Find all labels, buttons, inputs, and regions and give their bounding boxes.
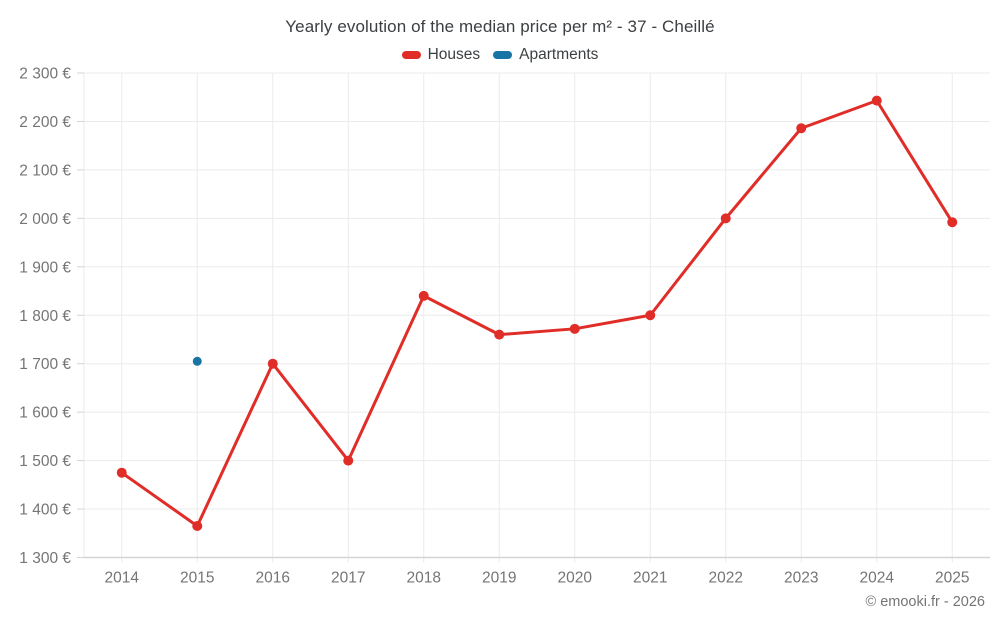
data-point-houses[interactable] bbox=[871, 95, 882, 106]
legend-item-houses[interactable]: Houses bbox=[401, 46, 481, 64]
legend-label-houses: Houses bbox=[427, 46, 481, 63]
data-point-houses[interactable] bbox=[494, 329, 505, 340]
x-tick-label: 2017 bbox=[331, 570, 365, 587]
legend-item-apartments[interactable]: Apartments bbox=[493, 46, 598, 64]
y-tick-label: 1 500 € bbox=[19, 453, 71, 470]
y-tick-label: 1 700 € bbox=[19, 356, 71, 373]
y-tick-label: 2 000 € bbox=[19, 211, 71, 228]
data-point-houses[interactable] bbox=[796, 123, 807, 134]
x-tick-label: 2016 bbox=[256, 570, 290, 587]
chart-title: Yearly evolution of the median price per… bbox=[285, 17, 715, 36]
y-tick-label: 2 300 € bbox=[19, 66, 71, 83]
x-tick-label: 2022 bbox=[709, 570, 743, 587]
data-point-houses[interactable] bbox=[192, 521, 203, 532]
x-tick-label: 2015 bbox=[180, 570, 214, 587]
data-point-houses[interactable] bbox=[645, 310, 656, 321]
y-tick-label: 1 300 € bbox=[19, 550, 71, 567]
apartments-series-swatch-icon bbox=[493, 51, 513, 59]
x-tick-label: 2023 bbox=[784, 570, 818, 587]
legend-label-apartments: Apartments bbox=[519, 46, 599, 63]
x-tick-label: 2019 bbox=[482, 570, 516, 587]
x-tick-label: 2024 bbox=[860, 570, 895, 587]
data-point-apartments[interactable] bbox=[192, 356, 202, 366]
data-point-houses[interactable] bbox=[343, 455, 354, 466]
x-tick-label: 2025 bbox=[935, 570, 969, 587]
data-point-houses[interactable] bbox=[267, 358, 278, 369]
x-tick-label: 2018 bbox=[407, 570, 441, 587]
y-tick-label: 2 100 € bbox=[19, 162, 71, 179]
houses-series-swatch-icon bbox=[401, 51, 421, 59]
series-line-houses bbox=[120, 99, 954, 528]
data-point-houses[interactable] bbox=[418, 290, 429, 301]
data-point-houses[interactable] bbox=[569, 323, 580, 334]
chart-legend: Houses Apartments bbox=[0, 46, 1000, 64]
x-tick-label: 2014 bbox=[105, 570, 140, 587]
x-tick-label: 2020 bbox=[558, 570, 593, 587]
copyright-text: © emooki.fr - 2026 bbox=[865, 594, 985, 610]
data-point-houses[interactable] bbox=[720, 213, 731, 224]
data-point-houses[interactable] bbox=[947, 217, 958, 228]
data-point-houses[interactable] bbox=[116, 467, 127, 478]
y-tick-label: 2 200 € bbox=[19, 114, 71, 131]
x-tick-label: 2021 bbox=[633, 570, 667, 587]
y-tick-label: 1 800 € bbox=[19, 308, 71, 325]
y-tick-label: 1 400 € bbox=[19, 502, 71, 519]
y-tick-label: 1 900 € bbox=[19, 259, 71, 276]
y-tick-label: 1 600 € bbox=[19, 405, 71, 422]
